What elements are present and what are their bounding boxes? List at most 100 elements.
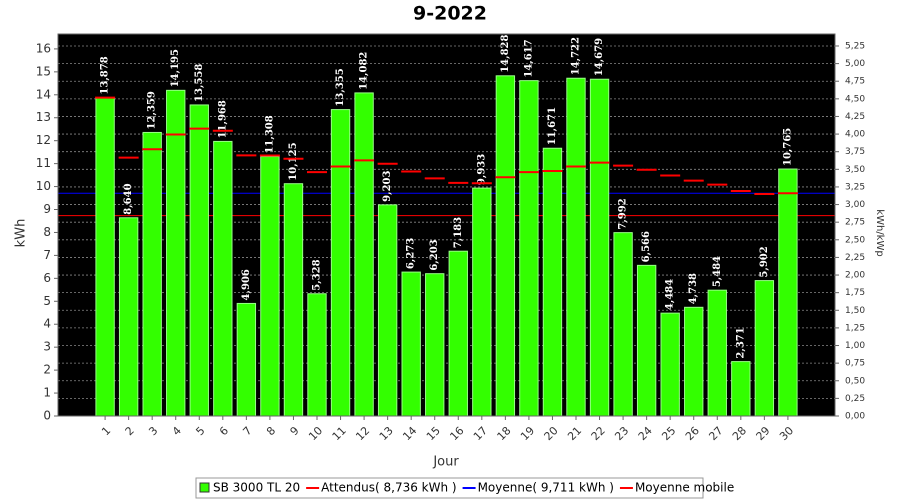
y2-tick-label: 4,75	[845, 77, 865, 87]
bar-value-label: 7,183	[453, 217, 464, 248]
bar	[448, 250, 468, 417]
bar	[236, 302, 257, 417]
y2-tick-label: 2,50	[845, 235, 865, 245]
bar-value-label: 5,328	[312, 259, 323, 290]
bar	[660, 312, 680, 417]
bar	[495, 75, 516, 417]
bar	[307, 293, 327, 417]
y2-tick-label: 2,00	[845, 271, 865, 281]
bar	[684, 306, 704, 417]
y2-tick-label: 0,25	[845, 394, 865, 404]
bar-value-label: 14,082	[359, 52, 370, 90]
y-tick-label: 10	[36, 179, 51, 193]
y-tick-label: 11	[36, 156, 51, 170]
bar-value-label: 13,355	[335, 68, 346, 106]
bar	[425, 273, 445, 417]
bar-value-label: 11,968	[217, 100, 228, 138]
y-tick-label: 5	[43, 294, 51, 308]
bar-value-label: 10,765	[782, 128, 793, 166]
bar-value-label: 6,566	[641, 231, 652, 262]
bar	[283, 183, 304, 417]
bar-value-label: 5,902	[759, 246, 770, 277]
y-tick-label: 6	[43, 271, 51, 285]
bar-value-label: 14,722	[571, 37, 582, 75]
bar-value-label: 6,203	[429, 239, 440, 270]
bar	[542, 147, 563, 417]
y2-axis-title: kWh/kWp	[874, 209, 885, 256]
bar	[166, 89, 186, 417]
bar-value-label: 13,558	[194, 64, 205, 102]
bar-value-label: 5,484	[712, 256, 723, 287]
y2-tick-label: 2,25	[845, 253, 865, 263]
bar	[778, 168, 798, 417]
y2-tick-label: 5,00	[845, 59, 865, 69]
y2-tick-label: 3,50	[845, 165, 865, 175]
bar	[354, 92, 374, 417]
bar	[472, 187, 492, 417]
y2-tick-label: 2,75	[845, 218, 865, 228]
bar	[330, 109, 351, 417]
y-tick-label: 16	[36, 41, 51, 55]
bar-value-label: 14,195	[170, 49, 181, 87]
bar-value-label: 14,679	[594, 38, 605, 76]
y2-tick-label: 1,00	[845, 341, 865, 351]
chart-title: 9-2022	[413, 3, 487, 25]
y-tick-label: 9	[43, 202, 51, 216]
legend-label: Moyenne mobile	[635, 481, 734, 495]
y-tick-label: 3	[43, 340, 51, 354]
x-axis-title: Jour	[432, 455, 459, 470]
y2-tick-label: 0,75	[845, 359, 865, 369]
y2-tick-label: 0,00	[845, 412, 865, 422]
bar-value-label: 12,359	[147, 91, 158, 129]
bar	[189, 104, 209, 417]
plot-border	[57, 33, 836, 417]
y-tick-label: 0	[43, 409, 51, 423]
bar-value-label: 2,371	[735, 327, 746, 358]
bar-value-label: 7,992	[618, 198, 629, 229]
y2-tick-label: 4,25	[845, 112, 865, 122]
bar-value-label: 13,878	[100, 56, 111, 94]
y2-tick-label: 1,75	[845, 288, 865, 298]
bar	[213, 140, 233, 417]
bar-value-label: 4,484	[665, 279, 676, 310]
y-tick-label: 12	[36, 133, 51, 147]
bar	[95, 97, 115, 417]
y-axis-title: kWh	[14, 219, 29, 248]
bar-value-label: 14,617	[523, 39, 534, 77]
bar-value-label: 10,125	[288, 142, 299, 180]
y2-tick-label: 4,50	[845, 94, 865, 104]
bar	[589, 78, 610, 417]
bar	[118, 217, 139, 417]
y-tick-label: 7	[43, 248, 51, 262]
y-tick-label: 2	[43, 363, 51, 377]
legend-label: Attendus( 8,736 kWh )	[321, 481, 456, 495]
y2-tick-label: 5,25	[845, 41, 865, 51]
y-tick-label: 4	[43, 317, 51, 331]
bar	[377, 204, 398, 417]
y2-tick-label: 3,00	[845, 200, 865, 210]
plot-area	[58, 34, 835, 416]
y-tick-label: 15	[36, 64, 51, 78]
legend-label: Moyenne( 9,711 kWh )	[478, 481, 614, 495]
bar	[401, 271, 421, 417]
bar-value-label: 11,308	[264, 115, 275, 153]
y2-tick-label: 3,75	[845, 147, 865, 157]
legend	[195, 477, 704, 499]
y-tick-label: 1	[43, 386, 51, 400]
bar	[613, 232, 633, 417]
bar-value-label: 6,273	[406, 238, 417, 269]
bar	[142, 131, 162, 417]
bar	[636, 264, 657, 417]
bar-value-label: 8,640	[123, 183, 134, 214]
y2-tick-label: 4,00	[845, 130, 865, 140]
bar	[566, 77, 586, 417]
bar-value-label: 4,738	[688, 273, 699, 304]
legend-label: SB 3000 TL 20	[213, 481, 300, 495]
bar-value-label: 11,671	[547, 107, 558, 145]
bar-value-label: 4,906	[241, 269, 252, 300]
bar	[754, 280, 775, 417]
y-tick-label: 8	[43, 225, 51, 239]
bar	[707, 289, 727, 417]
bar-value-label: 9,933	[476, 154, 487, 185]
